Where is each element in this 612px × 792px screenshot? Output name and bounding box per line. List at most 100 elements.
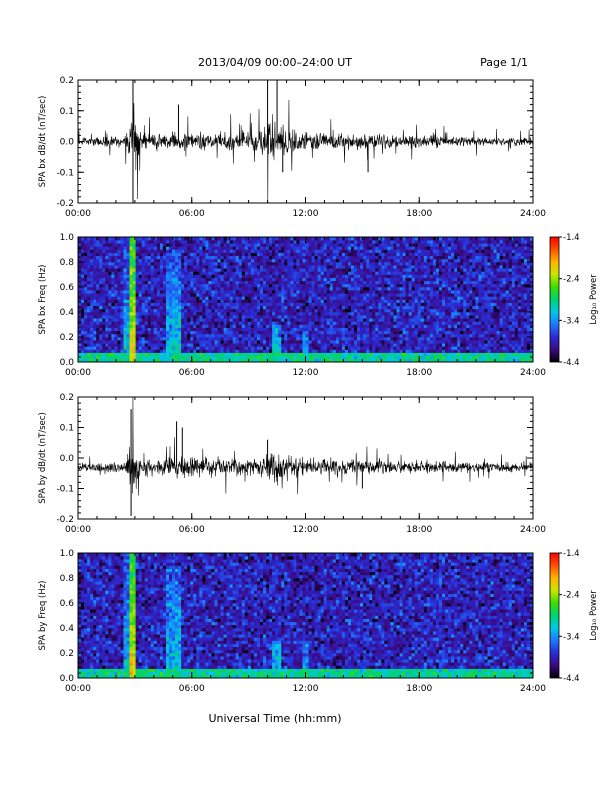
spectrogram-cell (184, 255, 188, 260)
spectrogram-cell (184, 333, 188, 338)
spectrogram-cell (229, 280, 233, 285)
spectrogram-cell (150, 265, 155, 269)
spectrogram-cell (235, 240, 240, 244)
spectrogram-cell (193, 302, 197, 307)
spectrogram-cell (396, 240, 400, 244)
spectrogram-cell (153, 290, 158, 294)
spectrogram-cell (375, 333, 379, 338)
spectrogram-cell (223, 333, 227, 338)
spectrogram-cell (256, 315, 261, 319)
spectrogram-cell (181, 312, 185, 316)
spectrogram-cell (420, 302, 425, 307)
spectrogram-cell (402, 287, 406, 291)
spectrogram-cell (253, 262, 258, 266)
spectrogram-cell (132, 243, 136, 247)
spectrogram-cell (99, 327, 103, 332)
spectrogram-cell (193, 337, 197, 341)
spectrogram-cell (396, 343, 400, 347)
spectrogram-cell (347, 305, 352, 310)
spectrogram-cell (81, 333, 85, 338)
spectrogram-cell (256, 252, 261, 257)
spectrogram-cell (169, 324, 173, 328)
spectrogram-cell (132, 249, 136, 253)
spectrogram-cell (247, 349, 252, 353)
spectrogram-cell (360, 333, 364, 338)
spectrogram-cell (172, 249, 176, 253)
spectrogram-cell (256, 312, 261, 316)
spectrogram-cell (190, 321, 194, 325)
spectrogram-cell (351, 246, 355, 250)
spectrogram-cell (378, 243, 382, 247)
spectrogram-cell (78, 324, 82, 328)
spectrogram-cell (181, 327, 185, 332)
spectrogram-cell (84, 299, 88, 303)
spectrogram-cell (335, 255, 340, 260)
spectrogram-cell (275, 355, 279, 360)
spectrogram-cell (238, 265, 243, 269)
spectrogram-cell (159, 321, 164, 325)
spectrogram-cell (323, 246, 328, 250)
spectrogram-cell (414, 258, 419, 263)
spectrogram-cell (120, 249, 124, 253)
spectrogram-cell (275, 330, 279, 335)
spectrogram-cell (147, 265, 152, 269)
spectrogram-cell (423, 355, 428, 360)
spectrogram-cell (390, 287, 394, 291)
spectrogram-cell (287, 283, 291, 288)
spectrogram-cell (214, 283, 218, 288)
spectrogram-cell (229, 327, 233, 332)
spectrogram-cell (111, 340, 115, 344)
spectrogram-cell (141, 340, 146, 344)
spectrogram-cell (162, 258, 167, 263)
spectrogram-cell (187, 318, 191, 322)
spectrogram-cell (211, 327, 215, 332)
spectrogram-cell (435, 340, 440, 344)
spectrogram-cell (399, 277, 403, 282)
spectrogram-cell (108, 343, 112, 347)
spectrogram-cell (260, 340, 264, 344)
spectrogram-cell (84, 290, 88, 294)
spectrogram-cell (411, 280, 415, 285)
spectrogram-cell (202, 243, 206, 247)
spectrogram-cell (326, 237, 331, 241)
spectrogram-cell (326, 290, 331, 294)
spectrogram-cell (369, 343, 373, 347)
spectrogram-cell (123, 343, 127, 347)
spectrogram-cell (250, 237, 255, 241)
spectrogram-cell (214, 330, 218, 335)
spectrogram-cell (408, 280, 412, 285)
spectrogram-cell (108, 308, 112, 313)
spectrogram-cell (232, 296, 237, 300)
spectrogram-cell (175, 243, 179, 247)
spectrogram-cell (354, 246, 358, 250)
spectrogram-cell (405, 283, 409, 288)
spectrogram-cell (260, 321, 264, 325)
spectrogram-cell (178, 315, 182, 319)
spectrogram-cell (147, 296, 152, 300)
spectrogram-cell (162, 333, 167, 338)
spectrogram-cell (153, 271, 158, 275)
spectrogram-cell (354, 346, 358, 350)
spectrogram-cell (308, 240, 312, 244)
spectrogram-cell (114, 321, 118, 325)
spectrogram-cell (211, 237, 215, 241)
spectrogram-cell (375, 290, 379, 294)
spectrogram-cell (247, 308, 252, 313)
spectrogram-cell (351, 308, 355, 313)
spectrogram-cell (165, 355, 170, 360)
spectrogram-cell (208, 343, 212, 347)
spectrogram-cell (247, 271, 252, 275)
spectrogram-cell (199, 287, 203, 291)
spectrogram-cell (138, 312, 142, 316)
spectrogram-cell (341, 287, 346, 291)
spectrogram-cell (175, 327, 179, 332)
spectrogram-cell (217, 243, 221, 247)
spectrogram-cell (175, 330, 179, 335)
spectrogram-cell (378, 262, 382, 266)
spectrogram-cell (90, 333, 94, 338)
spectrogram-cell (147, 237, 152, 241)
spectrogram-cell (244, 293, 249, 297)
spectrogram-cell (223, 246, 227, 250)
spectrogram-cell (190, 308, 194, 313)
spectrogram-cell (175, 258, 179, 263)
